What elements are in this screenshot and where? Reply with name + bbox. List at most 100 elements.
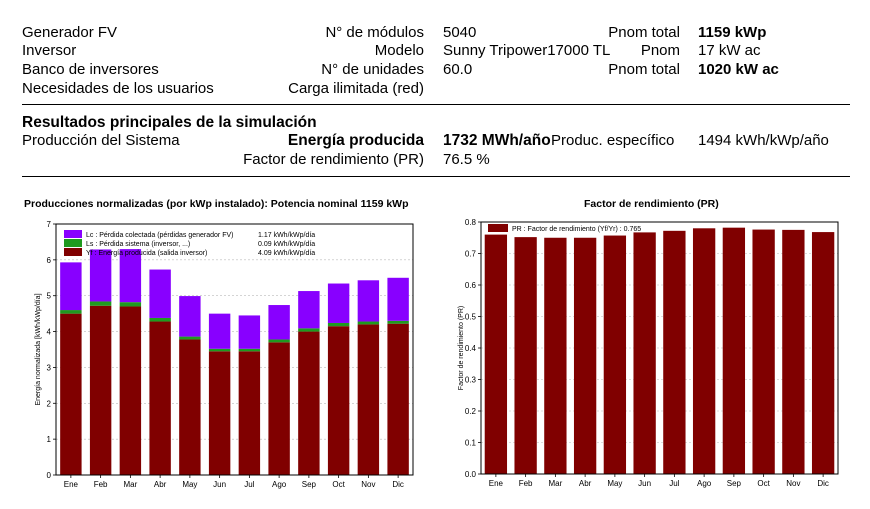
chart1-xtick-label: Abr	[154, 480, 167, 489]
chart1-ylabel: Energía normalizada [kWh/kWp/día]	[35, 293, 42, 405]
row-label-banco: Banco de inversores	[22, 61, 159, 78]
row-val-pnom: 17 kW ac	[698, 42, 761, 59]
chart1-bar-0	[298, 331, 320, 475]
chart1-bar-1	[60, 310, 82, 314]
chart1-ytick-label: 3	[47, 363, 52, 372]
chart2-bar-0	[633, 232, 656, 474]
chart1-bar-1	[149, 317, 171, 322]
chart1-bar-2	[327, 283, 350, 323]
chart1-bar-2	[179, 296, 201, 337]
chart2-xtick-label: Jun	[638, 479, 651, 488]
chart1-ytick-label: 2	[47, 399, 52, 408]
chart2-bar-0	[484, 234, 508, 474]
chart2-bar-0	[752, 229, 775, 474]
chart1-legend-label: Ls : Pérdida sistema (inversor, ...)	[86, 241, 190, 248]
row-label-generador: Generador FV	[22, 24, 118, 41]
chart2-bar-0	[573, 237, 597, 474]
chart1-frame	[55, 223, 414, 476]
chart2-xtick-label: Nov	[786, 479, 800, 488]
row-val-pnom-total-ac: 1020 kW ac	[698, 61, 779, 78]
chart2-xtick-label: Dic	[817, 479, 829, 488]
chart1-legend-swatch	[64, 248, 82, 256]
chart1-bar-2	[60, 262, 82, 311]
chart1-legend-label: Yf : Energía producida (salida inversor)	[86, 250, 207, 257]
row-key-pnom: Pnom	[640, 42, 680, 59]
chart1-bar-0	[89, 305, 112, 475]
chart1-xtick-label: Nov	[361, 480, 375, 489]
chart2-bar-0	[722, 227, 746, 474]
chart1-bar-0	[179, 339, 201, 475]
chart1-ytick-label: 1	[47, 435, 52, 444]
pr-value: 76.5 %	[443, 151, 490, 168]
chart1-ytick-label: 4	[47, 328, 52, 337]
chart2-bar-0	[811, 232, 835, 474]
chart2-ytick-label: 0.5	[465, 313, 477, 322]
chart1-xtick-label: Jul	[244, 480, 254, 489]
row-key-unidades: N° de unidades	[321, 61, 424, 78]
chart2-xtick-label: May	[607, 479, 622, 488]
chart1-bar-1	[89, 301, 112, 306]
pr-label: Factor de rendimiento (PR)	[243, 151, 424, 168]
chart2-bar-0	[544, 237, 567, 474]
normalized-production-chart: 0 1 2 3 4 5 6 7 Ene Feb Mar Abr May Jun Jul Ago Sep Oct No…	[35, 220, 414, 489]
specific-value: 1494 kWh/kWp/año	[698, 132, 829, 149]
chart1-bar-2	[268, 305, 290, 340]
chart1-bar-0	[238, 351, 261, 475]
chart1-bar-1	[268, 339, 290, 343]
chart1-bar-0	[387, 323, 409, 475]
chart1-bar-2	[357, 280, 380, 322]
results-title: Resultados principales de la simulación	[22, 114, 317, 131]
chart2-xtick-label: Ene	[489, 479, 504, 488]
row-key-modelo: Modelo	[374, 42, 424, 59]
chart2-ytick-label: 0.4	[465, 344, 477, 353]
chart1-legend-value: 0.09 kWh/kWp/día	[258, 241, 315, 248]
row-key-pnom-total-ac: Pnom total	[608, 61, 680, 78]
chart2-bar-0	[692, 228, 716, 474]
chart1-bar-1	[208, 348, 231, 352]
divider-bottom	[22, 176, 850, 177]
chart1-legend-swatch	[64, 239, 82, 247]
chart1-ytick-label: 7	[47, 220, 52, 229]
row-label-necesidades: Necesidades de los usuarios	[22, 80, 214, 97]
chart1-xtick-label: May	[182, 480, 197, 489]
chart2-xtick-label: Oct	[757, 479, 770, 488]
chart1-xtick-label: Ene	[64, 480, 79, 489]
chart1-bar-1	[238, 348, 261, 352]
specific-label: Produc. específico	[551, 132, 675, 149]
chart2-ytick-label: 0.3	[465, 376, 477, 385]
row-val-modelo: Sunny Tripower17000 TL	[443, 42, 611, 59]
row-label-inversor: Inversor	[22, 42, 77, 59]
chart2-ylabel: Factor de rendimiento (PR)	[458, 306, 465, 390]
chart2-xtick-label: Abr	[579, 479, 592, 488]
chart1-ytick-label: 6	[47, 256, 52, 265]
chart1-bar-1	[298, 328, 320, 332]
chart2-bar-0	[603, 235, 627, 474]
chart2-xtick-label: Sep	[727, 479, 742, 488]
chart1-bar-2	[89, 249, 112, 302]
chart1-bar-2	[387, 277, 409, 321]
chart2-legend-label: PR : Factor de rendimiento (Yf/Yr) : 0.7…	[512, 226, 641, 233]
chart2-xtick-label: Feb	[519, 479, 533, 488]
divider-top	[22, 104, 850, 105]
chart1-xtick-label: Ago	[272, 480, 287, 489]
chart2-ytick-label: 0.6	[465, 281, 477, 290]
chart1-bar-1	[387, 320, 409, 324]
chart1-legend-swatch	[64, 230, 82, 238]
chart1-bar-2	[238, 315, 261, 349]
chart2-xtick-label: Mar	[548, 479, 562, 488]
chart2-xtick-label: Jul	[669, 479, 679, 488]
chart1-plot-area	[56, 224, 413, 475]
chart1-bar-2	[119, 249, 142, 303]
chart2-ytick-label: 0.7	[465, 250, 477, 259]
chart1-bar-0	[119, 306, 142, 475]
chart2-frame	[480, 221, 839, 475]
chart1-bar-0	[60, 313, 82, 475]
chart2-legend-swatch	[488, 224, 508, 232]
energy-label: Energía producida	[287, 132, 424, 149]
chart1-bar-1	[119, 302, 142, 307]
chart1-xtick-label: Dic	[392, 480, 404, 489]
chart1-bar-0	[149, 321, 171, 475]
row-val-modulos: 5040	[443, 24, 477, 41]
chart1-bar-0	[208, 351, 231, 475]
chart2-title: Factor de rendimiento (PR)	[584, 198, 719, 210]
